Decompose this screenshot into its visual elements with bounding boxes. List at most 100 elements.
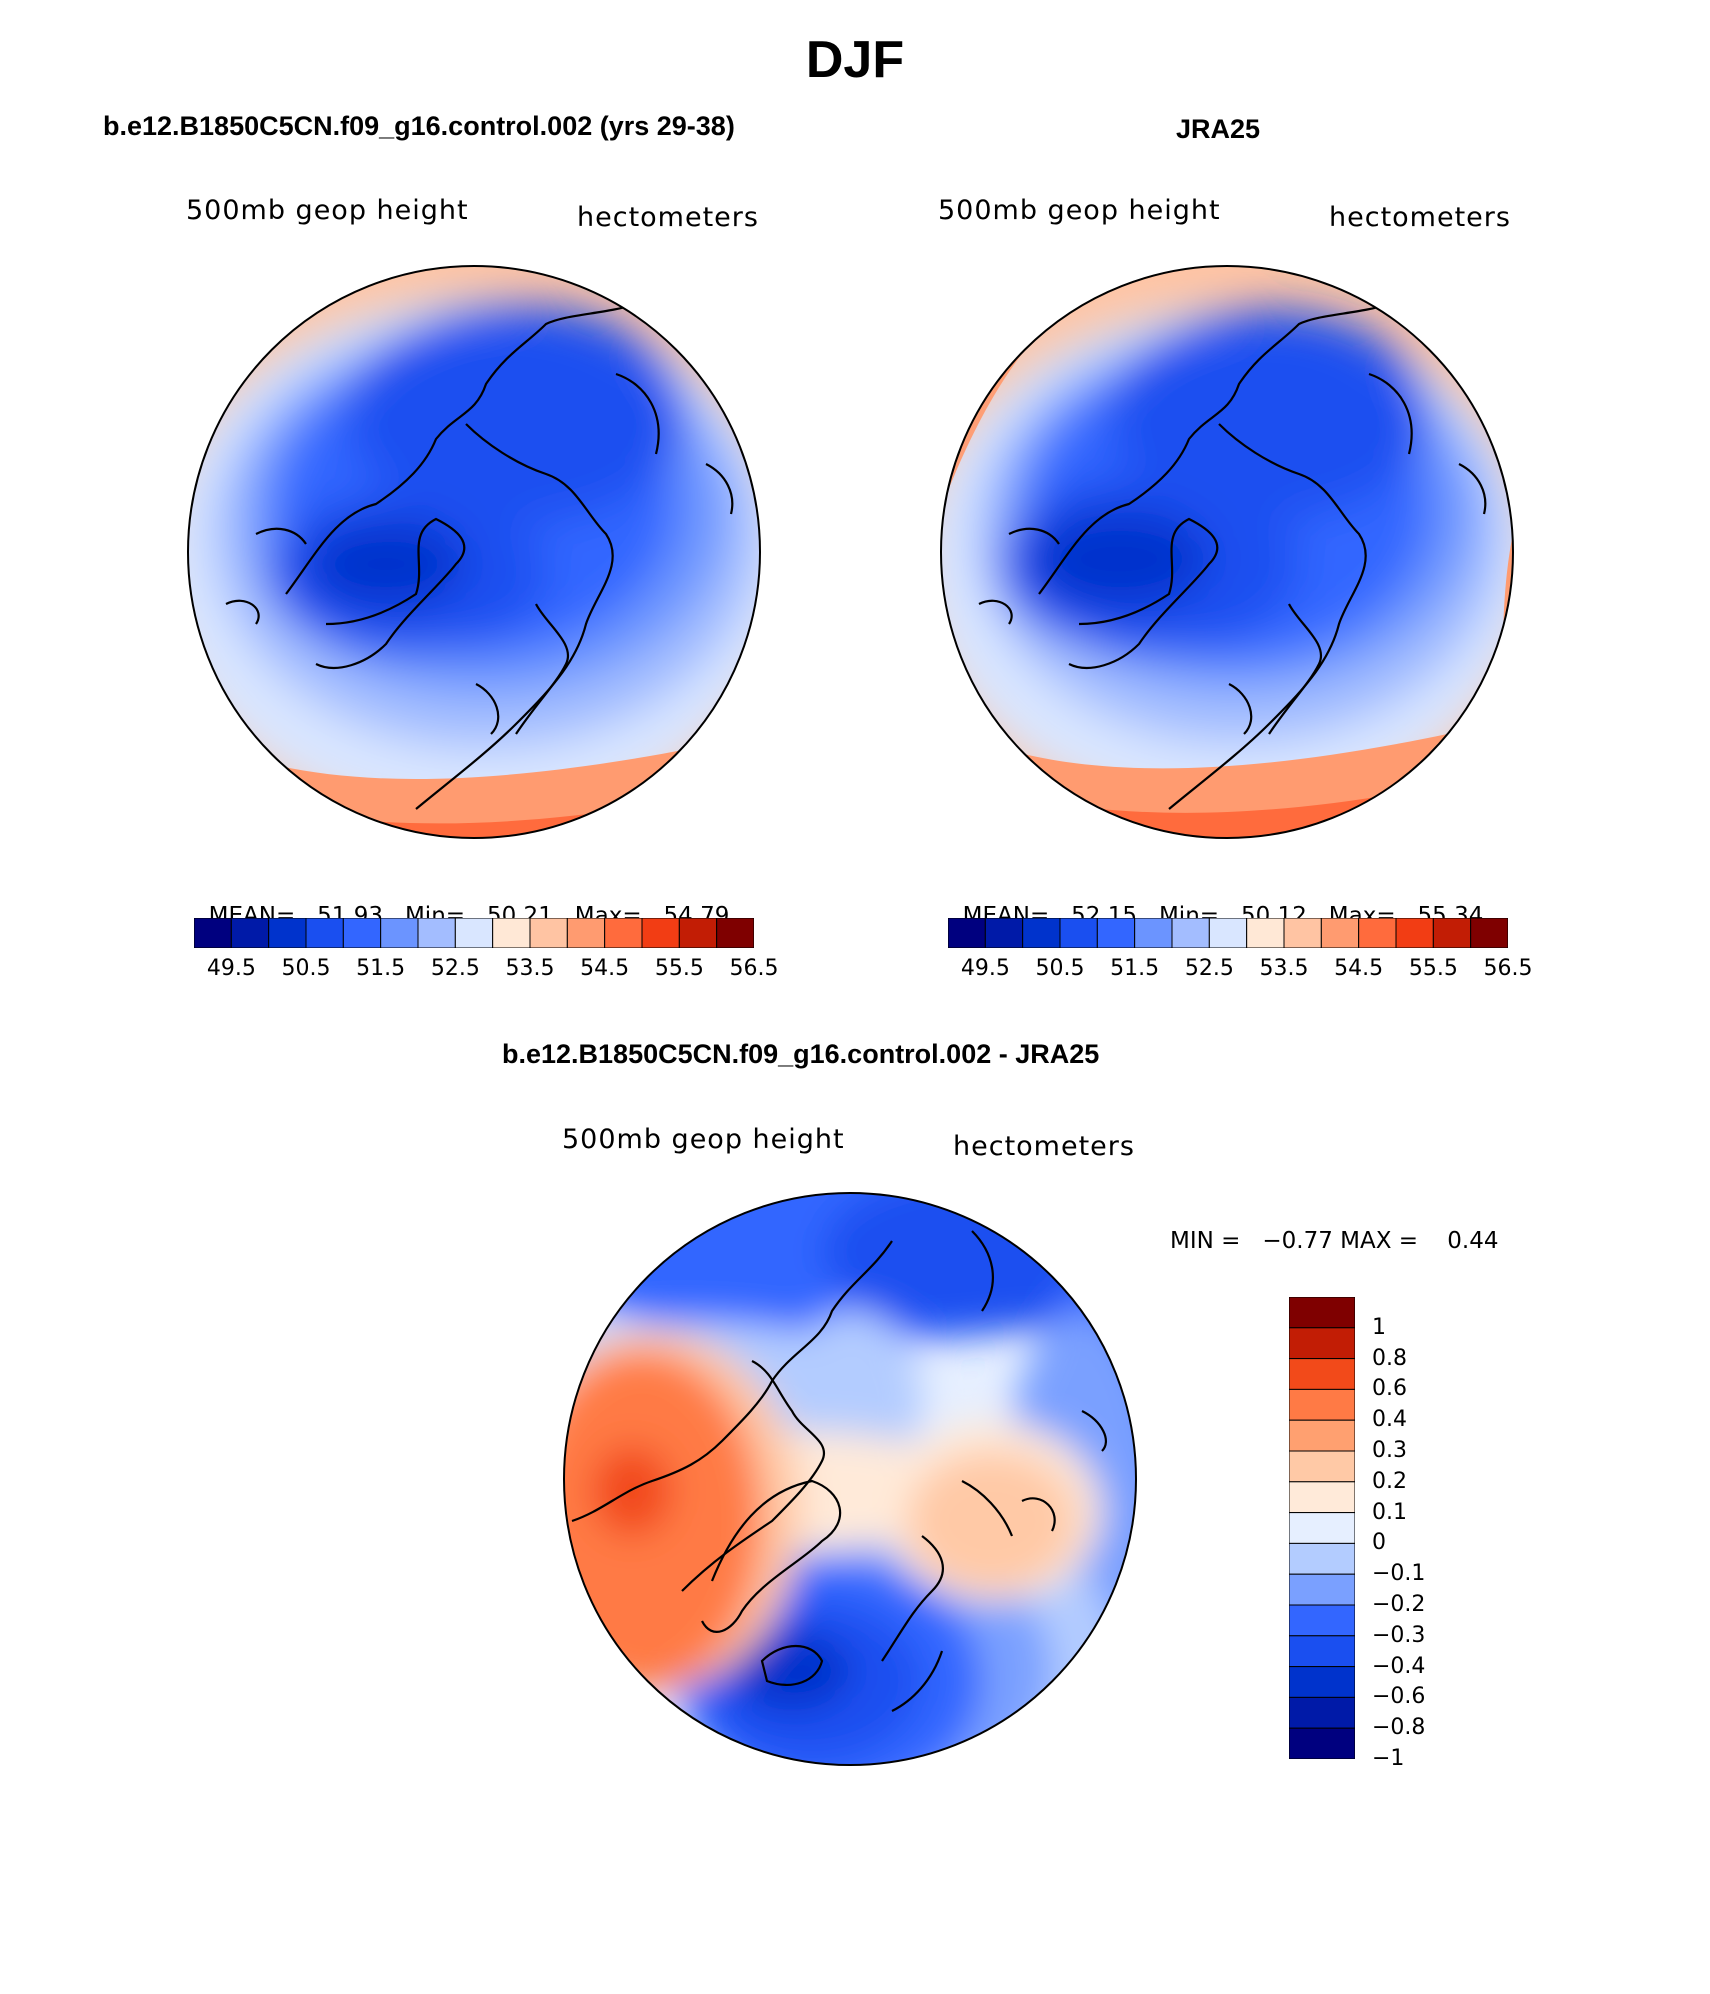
model-height-field	[188, 266, 760, 838]
diff-polar-map	[563, 1192, 1137, 1766]
obs-colorbar-tick-label: 49.5	[960, 956, 1010, 981]
model-colorbar-swatch	[492, 918, 531, 948]
obs-colorbar-tick-label: 56.5	[1483, 956, 1533, 981]
model-colorbar-swatch	[641, 918, 680, 948]
model-colorbar-swatch	[529, 918, 568, 948]
diff-colorbar-swatch	[1289, 1388, 1355, 1421]
diff-colorbar-tick-label: 0.6	[1372, 1376, 1407, 1402]
diff-colorbar-swatch	[1289, 1297, 1355, 1329]
model-polar-map	[187, 265, 761, 839]
obs-colorbar-swatch	[1096, 918, 1136, 948]
diff-colorbar-tick-label: 0.3	[1372, 1438, 1407, 1463]
diff-colorbar-tick-label: 0	[1372, 1530, 1386, 1556]
obs-colorbar-tick-label: 54.5	[1334, 956, 1384, 981]
obs-polar-map	[940, 265, 1514, 839]
diff-colorbar-tick-label: 1	[1372, 1314, 1386, 1340]
model-units-label: hectometers	[577, 202, 759, 233]
diff-colorbar-swatch	[1289, 1542, 1355, 1575]
diff-colorbar-tick-label: 0.4	[1372, 1407, 1407, 1433]
obs-colorbar-swatch	[1320, 918, 1360, 948]
obs-colorbar-swatch	[1470, 918, 1508, 948]
diff-colorbar-tick-label: 0.8	[1372, 1345, 1407, 1371]
model-colorbar-swatch	[454, 918, 494, 948]
obs-colorbar-swatch	[1059, 918, 1098, 948]
obs-colorbar-swatch	[984, 918, 1024, 948]
model-colorbar-tick-label: 54.5	[580, 956, 630, 981]
model-colorbar-tick-label: 56.5	[729, 956, 779, 981]
model-colorbar-swatch	[230, 918, 270, 948]
model-colorbar-swatch	[678, 918, 718, 948]
model-colorbar	[194, 918, 754, 948]
diff-variable-label: 500mb geop height	[562, 1124, 845, 1155]
obs-map-border	[940, 265, 1514, 839]
model-coastlines	[225, 302, 734, 810]
obs-colorbar-swatch	[1283, 918, 1322, 948]
diff-colorbar-tick-label: 0.1	[1372, 1499, 1407, 1525]
model-colorbar-swatch	[566, 918, 606, 948]
diff-colorbar-tick-label: −0.1	[1372, 1561, 1426, 1587]
diff-panel-header: b.e12.B1850C5CN.f09_g16.control.002 - JR…	[502, 1039, 1100, 1069]
diff-map-border	[563, 1192, 1137, 1766]
model-colorbar-tick-label: 49.5	[206, 956, 256, 981]
obs-colorbar-swatch	[1208, 918, 1248, 948]
diff-colorbar-swatch	[1289, 1358, 1355, 1390]
diff-colorbar-tick-label: −0.8	[1372, 1715, 1426, 1741]
diff-colorbar-swatch	[1289, 1727, 1355, 1759]
obs-coastlines	[978, 302, 1487, 810]
obs-colorbar-swatch	[948, 918, 986, 948]
diff-colorbar-swatch	[1289, 1327, 1355, 1360]
obs-variable-label: 500mb geop height	[938, 195, 1221, 226]
diff-colorbar-swatch	[1289, 1635, 1355, 1668]
model-colorbar-swatch	[604, 918, 643, 948]
diff-units-label: hectometers	[953, 1131, 1135, 1162]
model-panel-header: b.e12.B1850C5CN.f09_g16.control.002 (yrs…	[103, 111, 735, 141]
diff-colorbar-tick-label: −0.3	[1372, 1622, 1426, 1648]
model-colorbar-swatch	[268, 918, 307, 948]
diff-colorbar-swatch	[1289, 1573, 1355, 1606]
diff-colorbar-swatch	[1289, 1419, 1355, 1452]
model-variable-label: 500mb geop height	[186, 195, 469, 226]
obs-colorbar	[948, 918, 1508, 948]
diff-height-field	[564, 1193, 1136, 1765]
figure-title: DJF	[805, 31, 905, 89]
diff-colorbar-swatch	[1289, 1450, 1355, 1483]
obs-colorbar-tick-label: 51.5	[1110, 956, 1160, 981]
obs-colorbar-swatch	[1022, 918, 1061, 948]
obs-colorbar-swatch	[1432, 918, 1472, 948]
diff-colorbar-swatch	[1289, 1512, 1355, 1544]
diff-colorbar-swatch	[1289, 1696, 1355, 1729]
model-colorbar-tick-label: 51.5	[356, 956, 406, 981]
diff-colorbar-tick-label: −0.2	[1372, 1592, 1426, 1617]
model-colorbar-ticks: 49.5 50.5 51.5 52.5 53.5 54.5 55.5 56.5	[194, 956, 779, 986]
diff-min-max-stats: MIN = −0.77 MAX = 0.44	[1170, 1228, 1499, 1254]
obs-colorbar-swatch	[1395, 918, 1434, 948]
model-colorbar-swatch	[305, 918, 344, 948]
model-colorbar-swatch	[380, 918, 419, 948]
diff-colorbar-ticks: 1 0.8 0.6 0.4 0.3 0.2 0.1 0 −0.1 −0.2 −0.3 −0.4 −0.6…	[1372, 1297, 1492, 1771]
diff-coastlines	[571, 1230, 1108, 1712]
obs-colorbar-tick-label: 50.5	[1035, 956, 1085, 981]
diff-colorbar-swatch	[1289, 1666, 1355, 1698]
obs-colorbar-swatch	[1171, 918, 1210, 948]
obs-colorbar-swatch	[1246, 918, 1285, 948]
diff-colorbar-swatch	[1289, 1604, 1355, 1637]
model-colorbar-tick-label: 52.5	[430, 956, 480, 981]
obs-colorbar-tick-label: 52.5	[1184, 956, 1234, 981]
model-map-border	[187, 265, 761, 839]
obs-colorbar-tick-label: 53.5	[1259, 956, 1309, 981]
diff-colorbar-swatch	[1289, 1481, 1355, 1514]
diff-colorbar	[1289, 1297, 1355, 1759]
model-colorbar-tick-label: 55.5	[654, 956, 704, 981]
model-colorbar-swatch	[417, 918, 456, 948]
model-colorbar-swatch	[194, 918, 232, 948]
diff-colorbar-tick-label: −0.6	[1372, 1684, 1426, 1710]
diff-colorbar-tick-label: 0.2	[1372, 1468, 1407, 1494]
obs-units-label: hectometers	[1329, 202, 1511, 233]
model-colorbar-tick-label: 50.5	[281, 956, 331, 981]
obs-panel-header: JRA25	[1176, 114, 1261, 144]
obs-colorbar-ticks: 49.5 50.5 51.5 52.5 53.5 54.5 55.5 56.5	[948, 956, 1533, 986]
obs-colorbar-swatch	[1358, 918, 1397, 948]
diff-colorbar-tick-label: −1	[1372, 1746, 1405, 1771]
model-colorbar-tick-label: 53.5	[505, 956, 555, 981]
obs-colorbar-swatch	[1134, 918, 1173, 948]
